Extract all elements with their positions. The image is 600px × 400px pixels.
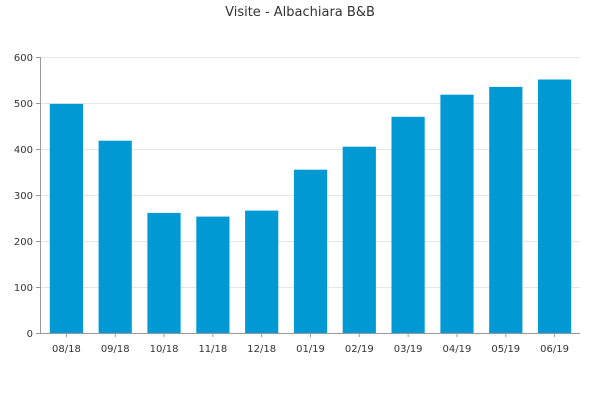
bar-10-18 bbox=[147, 212, 181, 333]
x-tick-label-03-19: 03/19 bbox=[394, 344, 423, 355]
y-tick-label-6: 600 bbox=[14, 53, 33, 64]
y-tick-label-1: 100 bbox=[14, 283, 33, 294]
y-tick-label-4: 400 bbox=[14, 145, 33, 156]
y-tick-label-0: 0 bbox=[27, 329, 33, 340]
x-tick-label-01-19: 01/19 bbox=[296, 344, 325, 355]
bar-03-19 bbox=[391, 116, 425, 333]
chart-title: Visite - Albachiara B&B bbox=[225, 5, 375, 20]
x-tick-label-08-18: 08/18 bbox=[52, 344, 81, 355]
bar-02-19 bbox=[342, 146, 376, 333]
bar-09-18 bbox=[98, 140, 132, 333]
x-tick-label-11-18: 11/18 bbox=[198, 344, 227, 355]
bar-12-18 bbox=[245, 210, 279, 333]
bar-01-19 bbox=[293, 169, 328, 333]
y-axis-ticks: 0 100 200 300 400 500 600 bbox=[14, 53, 40, 340]
x-tick-label-09-18: 09/18 bbox=[101, 344, 130, 355]
bar-05-19 bbox=[489, 86, 523, 334]
x-tick-label-04-19: 04/19 bbox=[443, 344, 472, 355]
y-tick-label-3: 300 bbox=[14, 191, 33, 202]
x-tick-label-10-18: 10/18 bbox=[150, 344, 179, 355]
x-tick-label-12-18: 12/18 bbox=[247, 344, 276, 355]
bar-04-19 bbox=[440, 94, 474, 333]
x-tick-label-02-19: 02/19 bbox=[345, 344, 374, 355]
y-tick-label-5: 500 bbox=[14, 99, 33, 110]
bar-11-18 bbox=[196, 216, 230, 333]
bars bbox=[49, 79, 572, 334]
bar-06-19 bbox=[538, 79, 572, 333]
bar-08-18 bbox=[49, 103, 83, 334]
y-tick-label-2: 200 bbox=[14, 237, 33, 248]
x-tick-label-06-19: 06/19 bbox=[540, 344, 569, 355]
x-tick-label-05-19: 05/19 bbox=[491, 344, 520, 355]
x-axis-ticks: 08/18 09/18 10/18 11/18 12/18 01/19 02/19 03/19… bbox=[52, 333, 569, 355]
